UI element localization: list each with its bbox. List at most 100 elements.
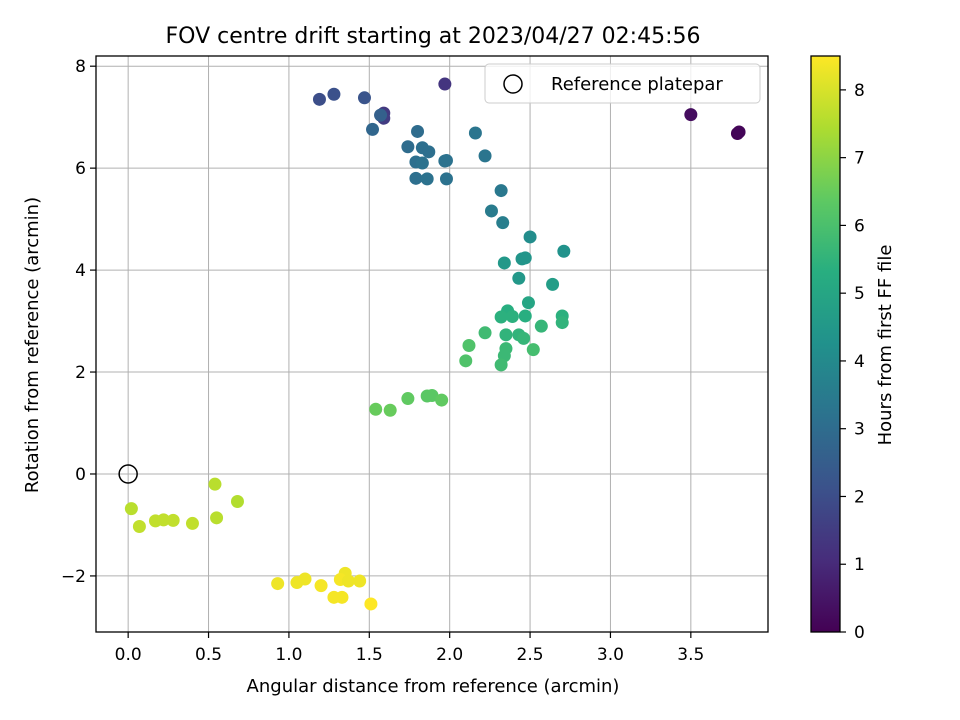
data-point — [341, 574, 355, 588]
x-tick-label: 1.0 — [275, 645, 302, 665]
data-point — [132, 519, 146, 533]
x-axis-ticks: 0.0 0.5 1.0 1.5 2.0 2.5 3.0 3.5 — [115, 632, 704, 665]
data-point — [435, 393, 449, 407]
data-point — [518, 309, 532, 323]
colorbar-tick-label: 0 — [854, 623, 865, 643]
data-point — [314, 579, 328, 593]
data-point — [166, 513, 180, 527]
data-point — [401, 140, 415, 154]
y-axis-ticks: −2 0 2 4 6 8 — [61, 57, 96, 587]
y-tick-label: 8 — [75, 57, 86, 77]
data-point — [415, 156, 429, 170]
legend-entry: Reference platepar — [551, 74, 723, 95]
colorbar-tick-label: 1 — [854, 555, 865, 575]
legend: Reference platepar — [484, 63, 761, 104]
data-point — [494, 310, 508, 324]
grid — [96, 56, 768, 632]
data-points — [124, 77, 746, 611]
data-point — [518, 251, 532, 265]
x-tick-label: 2.0 — [436, 645, 463, 665]
data-point — [546, 277, 560, 291]
reference-platepar-point — [118, 464, 138, 484]
data-point — [521, 296, 535, 310]
data-point — [517, 331, 531, 345]
data-point — [290, 576, 304, 590]
data-point — [512, 271, 526, 285]
x-tick-label: 0.0 — [115, 645, 142, 665]
data-point — [499, 328, 513, 342]
data-point — [353, 574, 367, 588]
data-point — [684, 108, 698, 122]
y-tick-label: 6 — [75, 159, 86, 179]
data-point — [459, 354, 473, 368]
data-point — [364, 597, 378, 611]
data-point — [555, 316, 569, 330]
y-axis-label: Rotation from reference (arcmin) — [22, 197, 43, 493]
data-point — [157, 513, 171, 527]
data-point — [439, 153, 453, 167]
legend-marker — [503, 74, 523, 94]
data-point — [557, 244, 571, 258]
data-point — [411, 124, 425, 138]
data-point — [494, 358, 508, 372]
data-point — [496, 216, 510, 230]
data-point — [438, 77, 452, 91]
x-tick-label: 2.5 — [517, 645, 544, 665]
colorbar-tick-label: 2 — [854, 487, 865, 507]
y-tick-label: 2 — [75, 363, 86, 383]
data-point — [534, 319, 548, 333]
data-point — [327, 87, 341, 101]
x-axis-label: Angular distance from reference (arcmin) — [247, 676, 620, 697]
data-point — [357, 91, 371, 105]
y-tick-label: 0 — [75, 465, 86, 485]
data-point — [462, 339, 476, 353]
data-point — [425, 388, 439, 402]
data-point — [185, 516, 199, 530]
data-point — [505, 309, 519, 323]
data-point — [374, 108, 388, 122]
data-point — [484, 204, 498, 218]
data-point — [366, 122, 380, 136]
data-point — [526, 343, 540, 357]
chart-title: FOV centre drift starting at 2023/04/27 … — [166, 24, 701, 49]
colorbar-tick-label: 4 — [854, 352, 865, 372]
data-point — [208, 477, 222, 491]
colorbar-tick-label: 3 — [854, 420, 865, 440]
data-point — [312, 92, 326, 106]
colorbar-label: Hours from first FF file — [875, 245, 896, 446]
data-point — [732, 125, 746, 139]
data-point — [210, 511, 224, 525]
data-point — [478, 326, 492, 340]
x-tick-label: 1.5 — [356, 645, 383, 665]
colorbar-tick-label: 5 — [854, 284, 865, 304]
data-point — [369, 402, 383, 416]
y-tick-label: 4 — [75, 261, 86, 281]
data-point — [422, 145, 436, 159]
data-point — [335, 590, 349, 604]
data-point — [439, 172, 453, 186]
colorbar-ticks: 0 1 2 3 4 5 6 7 8 — [840, 81, 865, 643]
data-point — [494, 184, 508, 198]
data-point — [409, 171, 423, 185]
x-tick-label: 0.5 — [195, 645, 222, 665]
y-tick-label: −2 — [61, 567, 86, 587]
data-point — [124, 502, 138, 516]
colorbar-tick-label: 7 — [854, 149, 865, 169]
data-point — [383, 403, 397, 417]
colorbar-tick-label: 6 — [854, 216, 865, 236]
data-point — [271, 577, 285, 591]
data-point — [523, 230, 537, 244]
colorbar — [810, 55, 841, 633]
data-point — [401, 392, 415, 406]
plot-frame — [95, 55, 769, 633]
data-point — [230, 495, 244, 509]
colorbar-tick-label: 8 — [854, 81, 865, 101]
data-point — [478, 149, 492, 163]
legend-box — [484, 63, 761, 104]
x-tick-label: 3.5 — [677, 645, 704, 665]
data-point — [497, 256, 511, 270]
data-point — [420, 172, 434, 186]
data-point — [468, 126, 482, 140]
x-tick-label: 3.0 — [597, 645, 624, 665]
